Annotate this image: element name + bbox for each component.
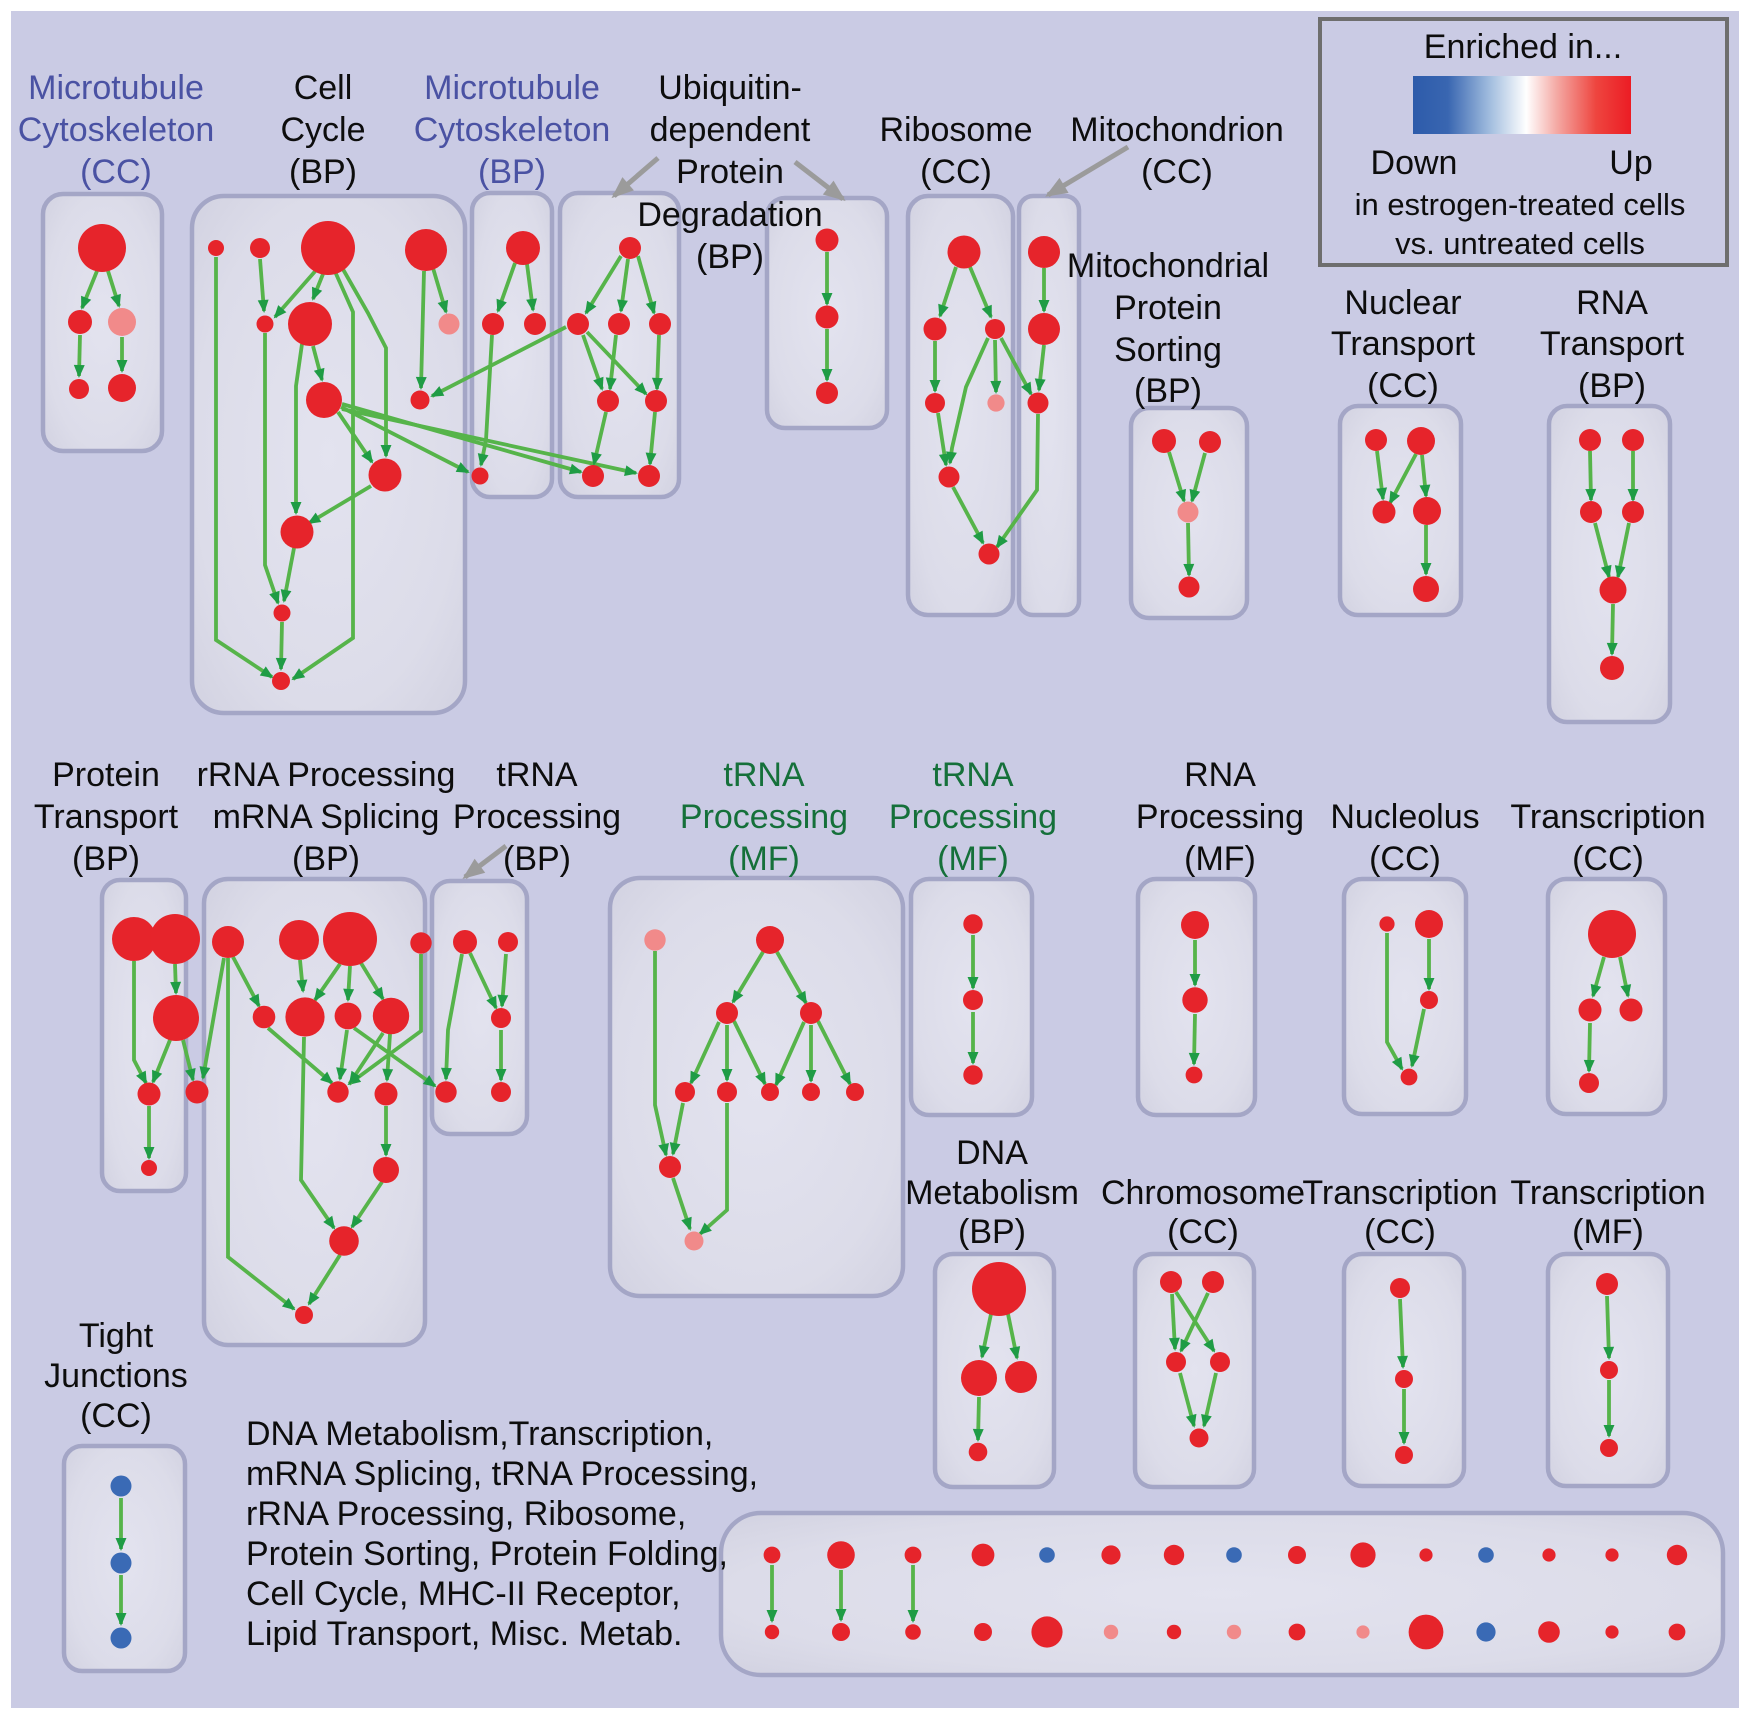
svg-text:Protein: Protein	[52, 756, 160, 794]
svg-text:(BP): (BP)	[478, 153, 546, 191]
svg-text:(CC): (CC)	[80, 153, 152, 191]
svg-text:Ubiquitin-: Ubiquitin-	[658, 69, 802, 107]
svg-text:Processing: Processing	[680, 798, 848, 836]
svg-text:(BP): (BP)	[503, 840, 571, 878]
svg-text:Transport: Transport	[34, 798, 179, 836]
svg-text:Down: Down	[1371, 144, 1458, 182]
svg-text:Transport: Transport	[1540, 325, 1685, 363]
svg-text:Mitochondrion: Mitochondrion	[1070, 111, 1284, 149]
svg-text:Processing: Processing	[1136, 798, 1304, 836]
svg-text:Sorting: Sorting	[1114, 331, 1222, 369]
svg-text:Protein: Protein	[676, 153, 784, 191]
svg-text:DNA: DNA	[956, 1134, 1028, 1172]
svg-text:Protein Sorting, Protein Foldi: Protein Sorting, Protein Folding,	[246, 1535, 728, 1573]
svg-text:Metabolism: Metabolism	[905, 1174, 1079, 1212]
svg-text:Transcription: Transcription	[1510, 798, 1705, 836]
svg-text:Cycle: Cycle	[280, 111, 365, 149]
svg-text:Ribosome: Ribosome	[879, 111, 1032, 149]
svg-text:Cytoskeleton: Cytoskeleton	[18, 111, 215, 149]
svg-text:Processing: Processing	[453, 798, 621, 836]
svg-text:Up: Up	[1609, 144, 1652, 182]
svg-text:RNA: RNA	[1184, 756, 1256, 794]
svg-text:(BP): (BP)	[292, 840, 360, 878]
svg-text:Cytoskeleton: Cytoskeleton	[414, 111, 611, 149]
svg-text:RNA: RNA	[1576, 284, 1648, 322]
svg-text:Transcription: Transcription	[1302, 1174, 1497, 1212]
svg-text:(CC): (CC)	[1141, 153, 1213, 191]
svg-text:rRNA Processing: rRNA Processing	[197, 756, 456, 794]
svg-text:(BP): (BP)	[289, 153, 357, 191]
svg-text:(CC): (CC)	[1167, 1213, 1239, 1251]
svg-text:Cell: Cell	[294, 69, 353, 107]
svg-text:Transcription: Transcription	[1510, 1174, 1705, 1212]
svg-text:mRNA Splicing: mRNA Splicing	[213, 798, 440, 836]
svg-text:(BP): (BP)	[958, 1213, 1026, 1251]
svg-text:Microtubule: Microtubule	[424, 69, 600, 107]
svg-text:dependent: dependent	[650, 111, 811, 149]
svg-text:Processing: Processing	[889, 798, 1057, 836]
svg-text:(BP): (BP)	[1134, 372, 1202, 410]
svg-text:Chromosome: Chromosome	[1101, 1174, 1305, 1212]
svg-text:tRNA: tRNA	[932, 756, 1014, 794]
svg-text:(CC): (CC)	[1367, 367, 1439, 405]
svg-text:Enriched in...: Enriched in...	[1424, 28, 1622, 66]
svg-text:(BP): (BP)	[72, 840, 140, 878]
svg-text:(CC): (CC)	[1369, 840, 1441, 878]
svg-text:mRNA Splicing, tRNA Processing: mRNA Splicing, tRNA Processing,	[246, 1455, 758, 1493]
svg-text:Transport: Transport	[1331, 325, 1476, 363]
svg-text:Microtubule: Microtubule	[28, 69, 204, 107]
svg-text:(CC): (CC)	[1572, 840, 1644, 878]
svg-text:tRNA: tRNA	[496, 756, 578, 794]
svg-text:tRNA: tRNA	[723, 756, 805, 794]
svg-text:(CC): (CC)	[1364, 1213, 1436, 1251]
svg-text:(CC): (CC)	[920, 153, 992, 191]
svg-text:Nuclear: Nuclear	[1344, 284, 1461, 322]
svg-text:rRNA Processing, Ribosome,: rRNA Processing, Ribosome,	[246, 1495, 686, 1533]
svg-text:vs. untreated cells: vs. untreated cells	[1395, 226, 1645, 261]
svg-text:(MF): (MF)	[1572, 1213, 1644, 1251]
svg-text:Mitochondrial: Mitochondrial	[1067, 247, 1269, 285]
svg-text:Junctions: Junctions	[44, 1357, 188, 1395]
svg-text:(BP): (BP)	[1578, 367, 1646, 405]
svg-text:Degradation: Degradation	[637, 196, 822, 234]
svg-text:(MF): (MF)	[728, 840, 800, 878]
svg-text:DNA Metabolism,Transcription,: DNA Metabolism,Transcription,	[246, 1415, 713, 1453]
svg-text:Cell Cycle, MHC-II Receptor,: Cell Cycle, MHC-II Receptor,	[246, 1575, 681, 1613]
svg-text:(MF): (MF)	[1184, 840, 1256, 878]
svg-text:Tight: Tight	[79, 1317, 154, 1355]
svg-text:(CC): (CC)	[80, 1397, 152, 1435]
svg-text:Protein: Protein	[1114, 289, 1222, 327]
svg-text:(BP): (BP)	[696, 238, 764, 276]
svg-text:(MF): (MF)	[937, 840, 1009, 878]
svg-text:in estrogen-treated cells: in estrogen-treated cells	[1355, 187, 1686, 222]
svg-text:Lipid Transport, Misc. Metab.: Lipid Transport, Misc. Metab.	[246, 1615, 683, 1653]
svg-text:Nucleolus: Nucleolus	[1330, 798, 1479, 836]
